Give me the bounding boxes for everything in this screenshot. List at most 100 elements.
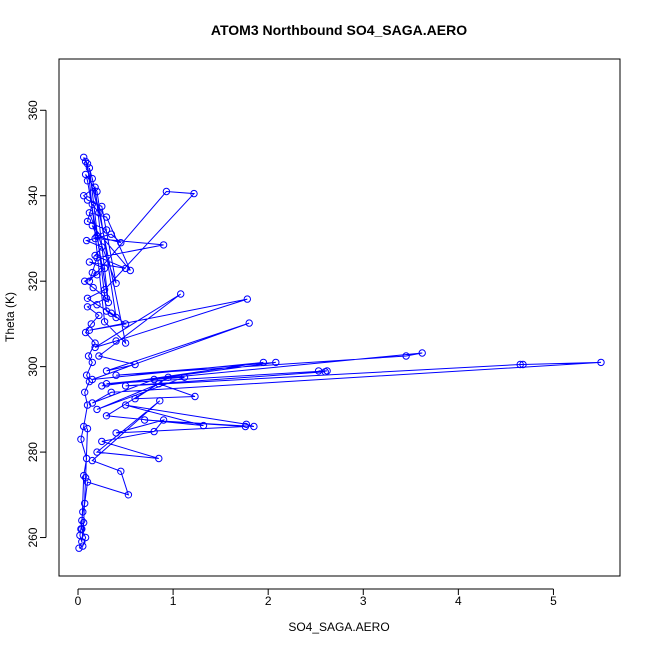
y-axis: 260 280 300 320 340 360 [26,100,47,548]
x-tick-label: 5 [550,594,557,608]
data-point [102,380,111,388]
data-point [272,358,280,367]
data-point [83,196,92,204]
x-tick-label: 2 [265,594,272,608]
data-point [91,183,99,191]
y-tick-label: 300 [26,356,40,376]
data-point [81,170,90,179]
data-point [102,226,111,234]
data-point [98,243,106,251]
data-point [259,358,268,367]
data-point [177,290,185,298]
data-point [159,416,168,424]
data-point [107,230,116,238]
data-point [83,303,92,311]
data-point [104,298,113,307]
x-tick-label: 1 [170,594,177,608]
y-axis-label: Theta (K) [3,292,17,342]
data-point [83,478,92,486]
data-point [241,422,250,431]
data-point [91,234,99,243]
data-point [245,319,253,327]
data-point [85,209,94,217]
data-point [121,339,130,347]
data-point [100,286,109,294]
data-point [93,301,101,309]
data-point [98,437,106,446]
data-point [93,254,101,262]
data-point [85,277,94,285]
data-point [91,343,99,352]
data-point [126,266,135,275]
y-tick-label: 260 [26,527,40,547]
data-point [88,200,97,209]
data-point [124,491,133,499]
chart-title: ATOM3 Northbound SO4_SAGA.AERO [211,22,467,38]
data-point [85,258,94,266]
data-point [102,213,111,221]
data-point [80,518,88,527]
data-point [121,382,130,390]
data-point [88,268,97,277]
data-point [159,241,168,249]
x-tick-label: 0 [75,594,82,608]
data-point [88,358,97,367]
data-point [88,456,97,465]
data-point [162,187,171,196]
data-point [88,399,97,407]
data-point [95,352,103,360]
data-point [107,309,116,317]
data-point [83,217,92,226]
data-point [85,164,94,172]
data-point [199,421,208,430]
data-point [84,352,93,360]
data-point [243,295,252,303]
y-tick-label: 340 [26,185,40,205]
data-point [95,209,103,217]
data-point [83,401,92,409]
data-point [93,187,101,196]
data-point [112,313,120,322]
data-point [102,412,111,420]
data-point [88,221,97,230]
data-point [102,307,111,315]
data-point [418,349,426,357]
data-point [93,448,101,456]
data-point [87,320,96,328]
data-point [250,422,258,431]
data-point [80,192,88,200]
data-point [191,392,199,401]
data-point [85,326,94,334]
data-point [102,367,111,375]
data-point [81,157,90,166]
data-point [79,508,87,516]
data-point [155,380,163,388]
data-point [98,202,106,211]
x-tick-label: 3 [360,594,367,608]
data-point [81,277,89,285]
data-point [150,375,158,384]
data-point [83,424,92,433]
data-point [100,318,109,326]
data-point [98,382,106,390]
data-point [117,467,125,475]
x-tick-label: 4 [455,594,462,608]
data-point [155,454,163,463]
data-point [121,264,130,273]
data-point [80,471,88,480]
y-tick-label: 320 [26,271,40,291]
data-point [95,311,103,320]
data-point [81,474,90,482]
data-point [88,174,97,183]
data-point [76,531,84,540]
y-tick-label: 280 [26,442,40,462]
data-point [93,271,101,279]
data-point [140,416,149,424]
data-point [83,177,92,185]
y-tick-label: 360 [26,100,40,120]
data-point [82,371,91,379]
data-point [80,153,88,162]
data-point [81,388,89,396]
data-point [597,358,605,367]
